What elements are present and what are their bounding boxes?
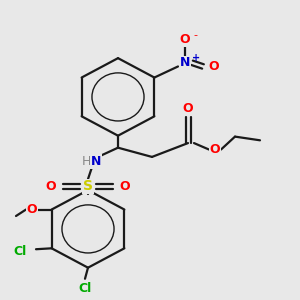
Text: H: H: [81, 155, 91, 168]
Text: S: S: [83, 179, 93, 194]
Text: +: +: [192, 53, 200, 63]
Text: O: O: [209, 60, 219, 73]
Text: Cl: Cl: [78, 281, 92, 295]
Text: O: O: [180, 33, 190, 46]
Text: O: O: [210, 143, 220, 156]
Text: O: O: [27, 203, 37, 216]
Text: -: -: [193, 30, 197, 40]
Text: Cl: Cl: [14, 244, 27, 258]
Text: O: O: [120, 180, 130, 193]
Text: O: O: [46, 180, 56, 193]
Text: O: O: [183, 102, 193, 116]
Text: N: N: [180, 56, 190, 69]
Text: N: N: [91, 155, 101, 168]
